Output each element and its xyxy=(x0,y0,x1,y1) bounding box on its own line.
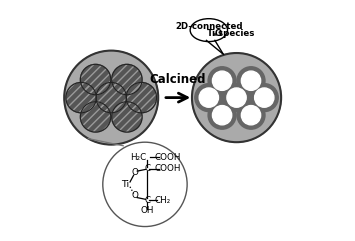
Circle shape xyxy=(195,84,223,112)
Circle shape xyxy=(208,101,236,129)
Text: C: C xyxy=(144,195,151,205)
Text: TiO: TiO xyxy=(206,29,223,38)
Circle shape xyxy=(237,101,265,129)
Circle shape xyxy=(212,106,232,125)
Text: O: O xyxy=(132,191,139,201)
Text: C: C xyxy=(144,164,151,173)
Text: 2D-connected: 2D-connected xyxy=(175,22,242,31)
Polygon shape xyxy=(206,40,223,54)
Text: x: x xyxy=(213,32,217,37)
Circle shape xyxy=(96,82,126,113)
Circle shape xyxy=(208,67,236,95)
Text: species: species xyxy=(215,29,254,38)
Circle shape xyxy=(80,64,111,95)
Circle shape xyxy=(212,71,232,90)
Text: COOH: COOH xyxy=(155,153,181,162)
Circle shape xyxy=(255,88,274,107)
Circle shape xyxy=(227,88,246,107)
Text: Ti: Ti xyxy=(121,180,129,189)
Circle shape xyxy=(237,67,265,95)
Circle shape xyxy=(126,82,157,113)
Circle shape xyxy=(199,88,218,107)
Text: O: O xyxy=(132,168,139,177)
Circle shape xyxy=(112,102,142,132)
Circle shape xyxy=(241,71,261,90)
Circle shape xyxy=(66,82,96,113)
Text: H₂C: H₂C xyxy=(130,153,146,162)
Circle shape xyxy=(192,53,281,142)
Circle shape xyxy=(80,102,111,132)
Text: CH₂: CH₂ xyxy=(155,195,171,205)
Circle shape xyxy=(64,51,158,145)
Text: OH: OH xyxy=(141,206,154,215)
Text: COOH: COOH xyxy=(155,164,181,173)
Text: Calcined: Calcined xyxy=(150,73,206,86)
Circle shape xyxy=(112,64,142,95)
Circle shape xyxy=(103,142,187,227)
Circle shape xyxy=(250,84,278,112)
Circle shape xyxy=(241,106,261,125)
Circle shape xyxy=(223,84,251,112)
Ellipse shape xyxy=(190,19,228,41)
